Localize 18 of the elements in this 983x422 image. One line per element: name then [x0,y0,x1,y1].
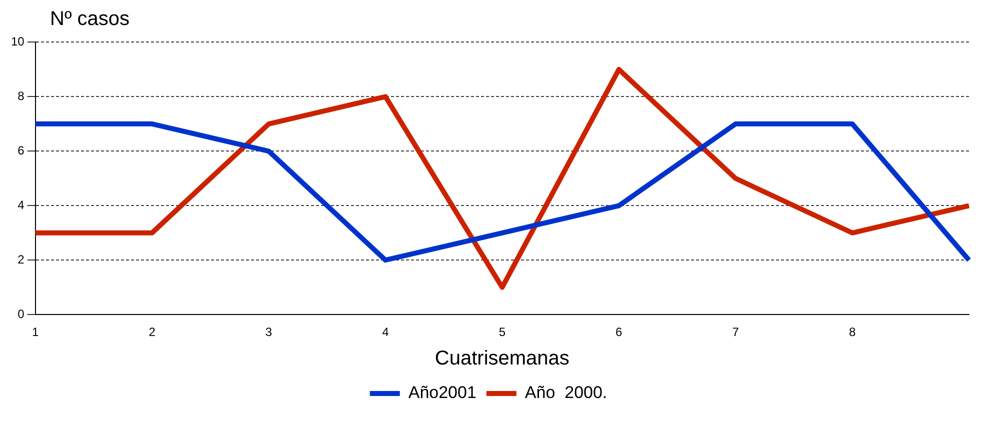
x-tick-label: 1 [32,325,40,340]
x-tick-label: 8 [848,325,856,340]
legend-label: Año 2000. [524,383,608,402]
x-tick-label: 5 [498,325,506,340]
legend-label: Año2001 [408,383,476,402]
y-tick-label: 0 [18,306,25,321]
x-tick-label: 7 [732,325,740,340]
x-tick-label: 2 [148,325,156,340]
y-tick-label: 8 [18,88,25,103]
x-tick-label: 4 [382,325,390,340]
y-tick-label: 2 [18,252,25,266]
y-tick-label: 4 [18,198,25,212]
x-tick-label: 6 [616,325,623,340]
y-tick-label: 10 [10,34,25,49]
x-tick-label: 3 [265,325,272,340]
x-axis-title: Cuatrisemanas [434,348,570,370]
y-axis-title: Nº casos [50,8,131,32]
y-tick-label: 6 [18,143,25,158]
